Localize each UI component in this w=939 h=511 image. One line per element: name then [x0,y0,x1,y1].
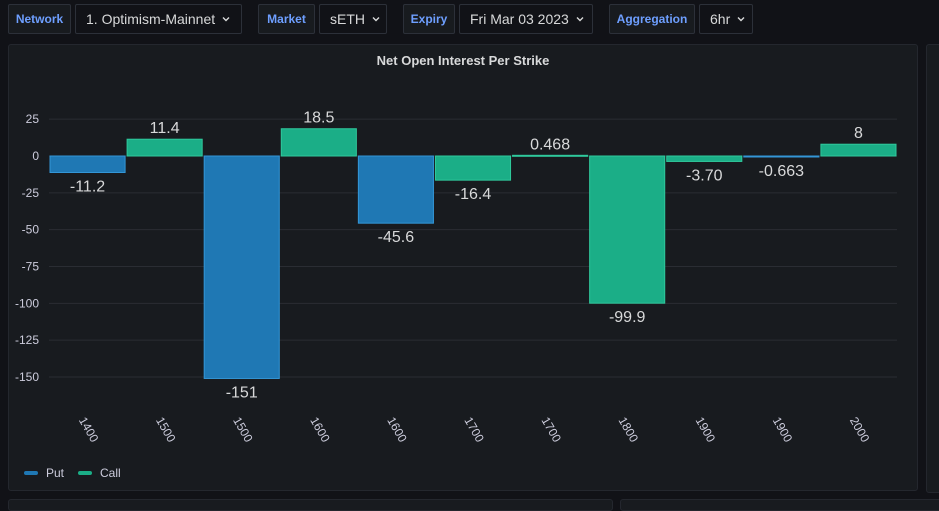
bottom-panel [620,499,939,511]
chevron-down-icon [576,17,584,22]
aggregation-label: Aggregation [609,4,695,34]
y-tick-label: -150 [15,370,39,384]
bar-value-label: 0.468 [530,136,570,153]
bar-put [357,155,434,224]
market-label: Market [258,4,315,34]
y-tick-label: -100 [15,296,39,310]
bar-call [434,155,512,181]
bar-value-label: -99.9 [609,309,646,326]
expiry-select[interactable]: Fri Mar 03 2023 [459,4,593,34]
aggregation-select-value: 6hr [710,11,731,27]
legend-swatch-put [24,471,38,475]
x-tick-label: 1700 [538,415,564,445]
bottom-panel [8,499,613,511]
legend-label-call: Call [100,466,121,480]
x-tick-label: 1800 [616,415,642,445]
chevron-down-icon [372,17,380,22]
chart-title: Net Open Interest Per Strike [376,53,550,68]
x-tick-label: 1900 [693,415,719,445]
y-tick-label: -50 [22,223,40,237]
y-tick-label: -125 [15,333,39,347]
market-select-value: sETH [330,11,365,27]
y-tick-label: 0 [32,149,39,163]
bar-call [820,143,897,157]
legend-item-put[interactable]: Put [24,466,64,480]
bar-put [203,155,280,379]
x-tick-label: 1600 [307,415,333,445]
bar-value-label: 8 [854,125,863,142]
network-label: Network [8,4,71,34]
legend-item-call[interactable]: Call [78,466,121,480]
aggregation-select[interactable]: 6hr [699,4,753,34]
legend-swatch-call [78,471,93,475]
x-tick-label: 2000 [847,415,873,445]
bar-value-label: 18.5 [303,110,334,127]
bar-value-label: -3.70 [686,167,723,184]
x-tick-label: 1500 [153,415,179,445]
bar-call [280,128,357,157]
bar-put [49,155,126,174]
chart-legend: Put Call [24,466,135,480]
bar-value-label: -11.2 [70,179,105,196]
market-select[interactable]: sETH [319,4,387,34]
y-tick-label: -25 [22,186,40,200]
chevron-down-icon [737,17,745,22]
chart-panel: Net Open Interest Per Strike [8,44,918,491]
bar-call [666,155,743,162]
side-panel [926,44,939,493]
x-tick-label: 1600 [384,415,410,445]
x-tick-label: 1900 [770,415,796,445]
bar-value-label: 11.4 [150,120,180,137]
y-tick-label: 25 [26,112,40,126]
legend-label-put: Put [46,466,65,480]
expiry-select-value: Fri Mar 03 2023 [470,11,569,27]
bar-call [126,138,203,157]
expiry-label: Expiry [403,4,455,34]
x-tick-label: 1700 [461,415,487,445]
network-select[interactable]: 1. Optimism-Mainnet [75,4,242,34]
bar-put [743,155,820,158]
y-tick-label: -75 [22,259,40,273]
bar-call [589,155,666,304]
chevron-down-icon [222,17,230,22]
x-tick-label: 1500 [230,415,256,445]
bar-value-label: -45.6 [378,229,415,246]
bar-value-label: -16.4 [455,186,492,203]
x-tick-label: 1400 [76,415,102,445]
bar-call [512,154,589,157]
network-select-value: 1. Optimism-Mainnet [86,11,216,27]
bar-value-label: -151 [226,384,258,401]
bar-value-label: -0.663 [759,163,804,180]
toolbar: Network 1. Optimism-Mainnet Market sETH … [0,0,939,40]
